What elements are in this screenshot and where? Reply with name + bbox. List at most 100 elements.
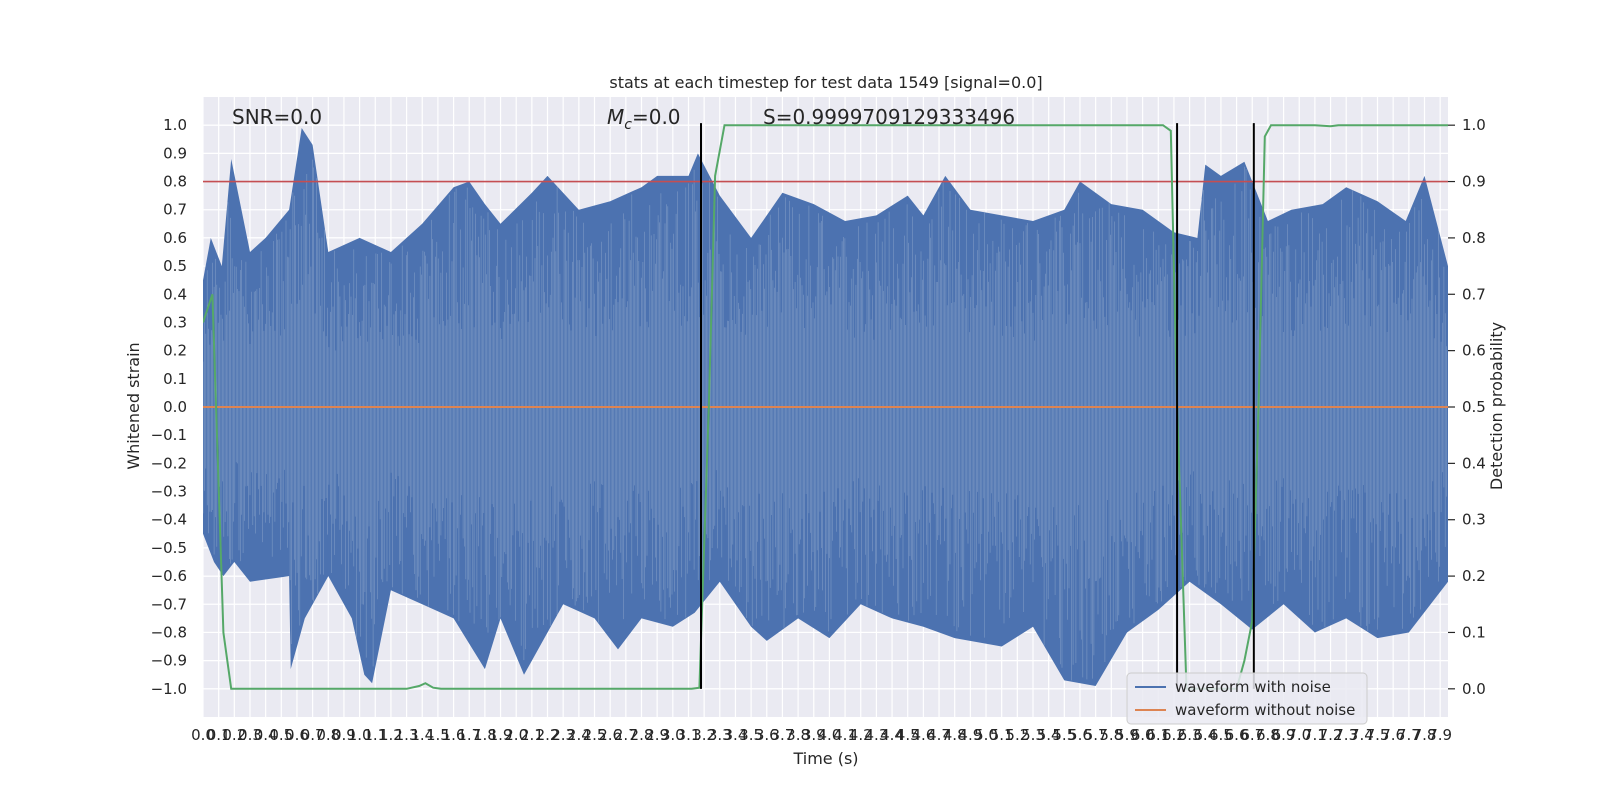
legend-label-noise: waveform with noise	[1175, 678, 1331, 696]
legend-label-clean: waveform without noise	[1175, 701, 1355, 719]
y-right-tick-label: 0.4	[1462, 454, 1486, 472]
x-tick-label: 7.6	[1381, 726, 1405, 744]
x-tick-label: 2.6	[598, 726, 622, 744]
x-tick-label: 5.2	[1005, 726, 1029, 744]
x-tick-label: 4.6	[911, 726, 935, 744]
x-tick-label: 4.0	[817, 726, 841, 744]
x-tick-label: 6.3	[1178, 726, 1202, 744]
waveform-with-noise-spikes	[203, 159, 1447, 681]
x-tick-label: 4.7	[927, 726, 951, 744]
x-tick-label: 1.8	[473, 726, 497, 744]
x-tick-label: 7.3	[1334, 726, 1358, 744]
x-tick-label: 3.3	[708, 726, 732, 744]
x-tick-label: 7.5	[1366, 726, 1390, 744]
y-axis-left-ticks: −1.0 −0.9 −0.8 −0.7 −0.6 −0.5 −0.4 −0.3 −0.2 −0.1…	[151, 116, 187, 698]
x-tick-label: 5.9	[1115, 726, 1139, 744]
x-tick-label: 2.0	[504, 726, 528, 744]
chirp-mass-value: =0.0	[632, 105, 681, 129]
x-tick-label: 0.3	[238, 726, 262, 744]
x-tick-label: 0.5	[269, 726, 293, 744]
x-tick-label: 6.9	[1272, 726, 1296, 744]
x-tick-label: 1.4	[410, 726, 434, 744]
x-tick-label: 0.0	[191, 726, 215, 744]
chirp-mass-annotation: Mc=0.0	[607, 105, 681, 133]
x-tick-label: 1.1	[363, 726, 387, 744]
x-tick-label: 2.4	[567, 726, 591, 744]
y-tick-label: 0.9	[163, 144, 187, 162]
detection-probability-line	[203, 124, 1448, 690]
x-tick-label: 5.6	[1068, 726, 1092, 744]
x-tick-label: 1.0	[348, 726, 372, 744]
y-tick-label: 0.4	[163, 285, 187, 303]
y-tick-label: −0.6	[151, 567, 187, 585]
x-tick-label: 6.5	[1209, 726, 1233, 744]
x-tick-label: 2.8	[630, 726, 654, 744]
x-tick-label: 0.4	[254, 726, 278, 744]
x-tick-label: 0.9	[332, 726, 356, 744]
y-tick-label: 0.0	[163, 398, 187, 416]
y-tick-label: 0.8	[163, 173, 187, 191]
x-tick-label: 7.8	[1413, 726, 1437, 744]
x-tick-label: 4.9	[958, 726, 982, 744]
y-right-tick-label: 0.2	[1462, 567, 1486, 585]
x-tick-label: 3.1	[677, 726, 701, 744]
y-tick-label: −0.5	[151, 539, 187, 557]
x-tick-label: 6.8	[1256, 726, 1280, 744]
x-tick-label: 4.2	[849, 726, 873, 744]
y-tick-label: 0.7	[163, 201, 187, 219]
x-tick-label: 0.6	[285, 726, 309, 744]
x-tick-label: 7.0	[1287, 726, 1311, 744]
y-right-tick-label: 0.1	[1462, 623, 1486, 641]
x-tick-label: 3.7	[771, 726, 795, 744]
x-tick-label: 7.2	[1319, 726, 1343, 744]
event-marker-lines	[700, 123, 1255, 689]
y-tick-label: −0.9	[151, 652, 187, 670]
x-tick-label: 2.2	[536, 726, 560, 744]
x-axis-ticks: 0.00.10.20.30.40.50.60.70.80.91.01.11.21…	[191, 726, 1452, 744]
y-right-tick-label: 0.3	[1462, 511, 1486, 529]
chart-title: stats at each timestep for test data 154…	[609, 73, 1042, 92]
y-tick-label: 1.0	[163, 116, 187, 134]
x-tick-label: 1.3	[395, 726, 419, 744]
x-tick-label: 2.9	[645, 726, 669, 744]
legend: waveform with noise waveform without noi…	[1126, 672, 1368, 725]
x-tick-label: 4.5	[896, 726, 920, 744]
x-tick-label: 3.8	[786, 726, 810, 744]
y-axis-right-title: Detection probability	[1487, 322, 1506, 490]
y-tick-label: 0.1	[163, 370, 187, 388]
x-tick-label: 6.2	[1162, 726, 1186, 744]
x-tick-label: 3.0	[661, 726, 685, 744]
x-tick-label: 5.8	[1099, 726, 1123, 744]
snr-annotation: SNR=0.0	[232, 105, 322, 129]
x-tick-label: 5.0	[974, 726, 998, 744]
x-tick-label: 4.4	[880, 726, 904, 744]
x-tick-label: 6.7	[1240, 726, 1264, 744]
x-tick-label: 3.4	[724, 726, 748, 744]
x-tick-label: 4.3	[864, 726, 888, 744]
x-tick-label: 0.8	[316, 726, 340, 744]
x-tick-label: 5.4	[1037, 726, 1061, 744]
y-tick-label: 0.2	[163, 342, 187, 360]
x-tick-label: 2.5	[583, 726, 607, 744]
y-tick-label: −0.7	[151, 595, 187, 613]
x-tick-label: 1.7	[457, 726, 481, 744]
x-tick-label: 6.6	[1225, 726, 1249, 744]
x-tick-label: 3.9	[802, 726, 826, 744]
x-tick-label: 1.9	[489, 726, 513, 744]
x-tick-label: 7.4	[1350, 726, 1374, 744]
y-axis-left-title: Whitened strain	[124, 342, 143, 469]
noise-texture	[203, 159, 1447, 681]
y-tick-label: −0.3	[151, 483, 187, 501]
chirp-mass-subscript: c	[624, 117, 632, 133]
x-tick-label: 2.3	[551, 726, 575, 744]
y-tick-label: −0.2	[151, 454, 187, 472]
x-tick-label: 6.4	[1193, 726, 1217, 744]
y-right-tick-label: 0.5	[1462, 398, 1486, 416]
y-right-tick-label: 1.0	[1462, 116, 1486, 134]
x-tick-label: 5.7	[1084, 726, 1108, 744]
chirp-mass-symbol: M	[607, 105, 624, 129]
y-right-tick-label: 0.6	[1462, 342, 1486, 360]
y-right-tick-label: 0.8	[1462, 229, 1486, 247]
x-tick-label: 2.7	[614, 726, 638, 744]
